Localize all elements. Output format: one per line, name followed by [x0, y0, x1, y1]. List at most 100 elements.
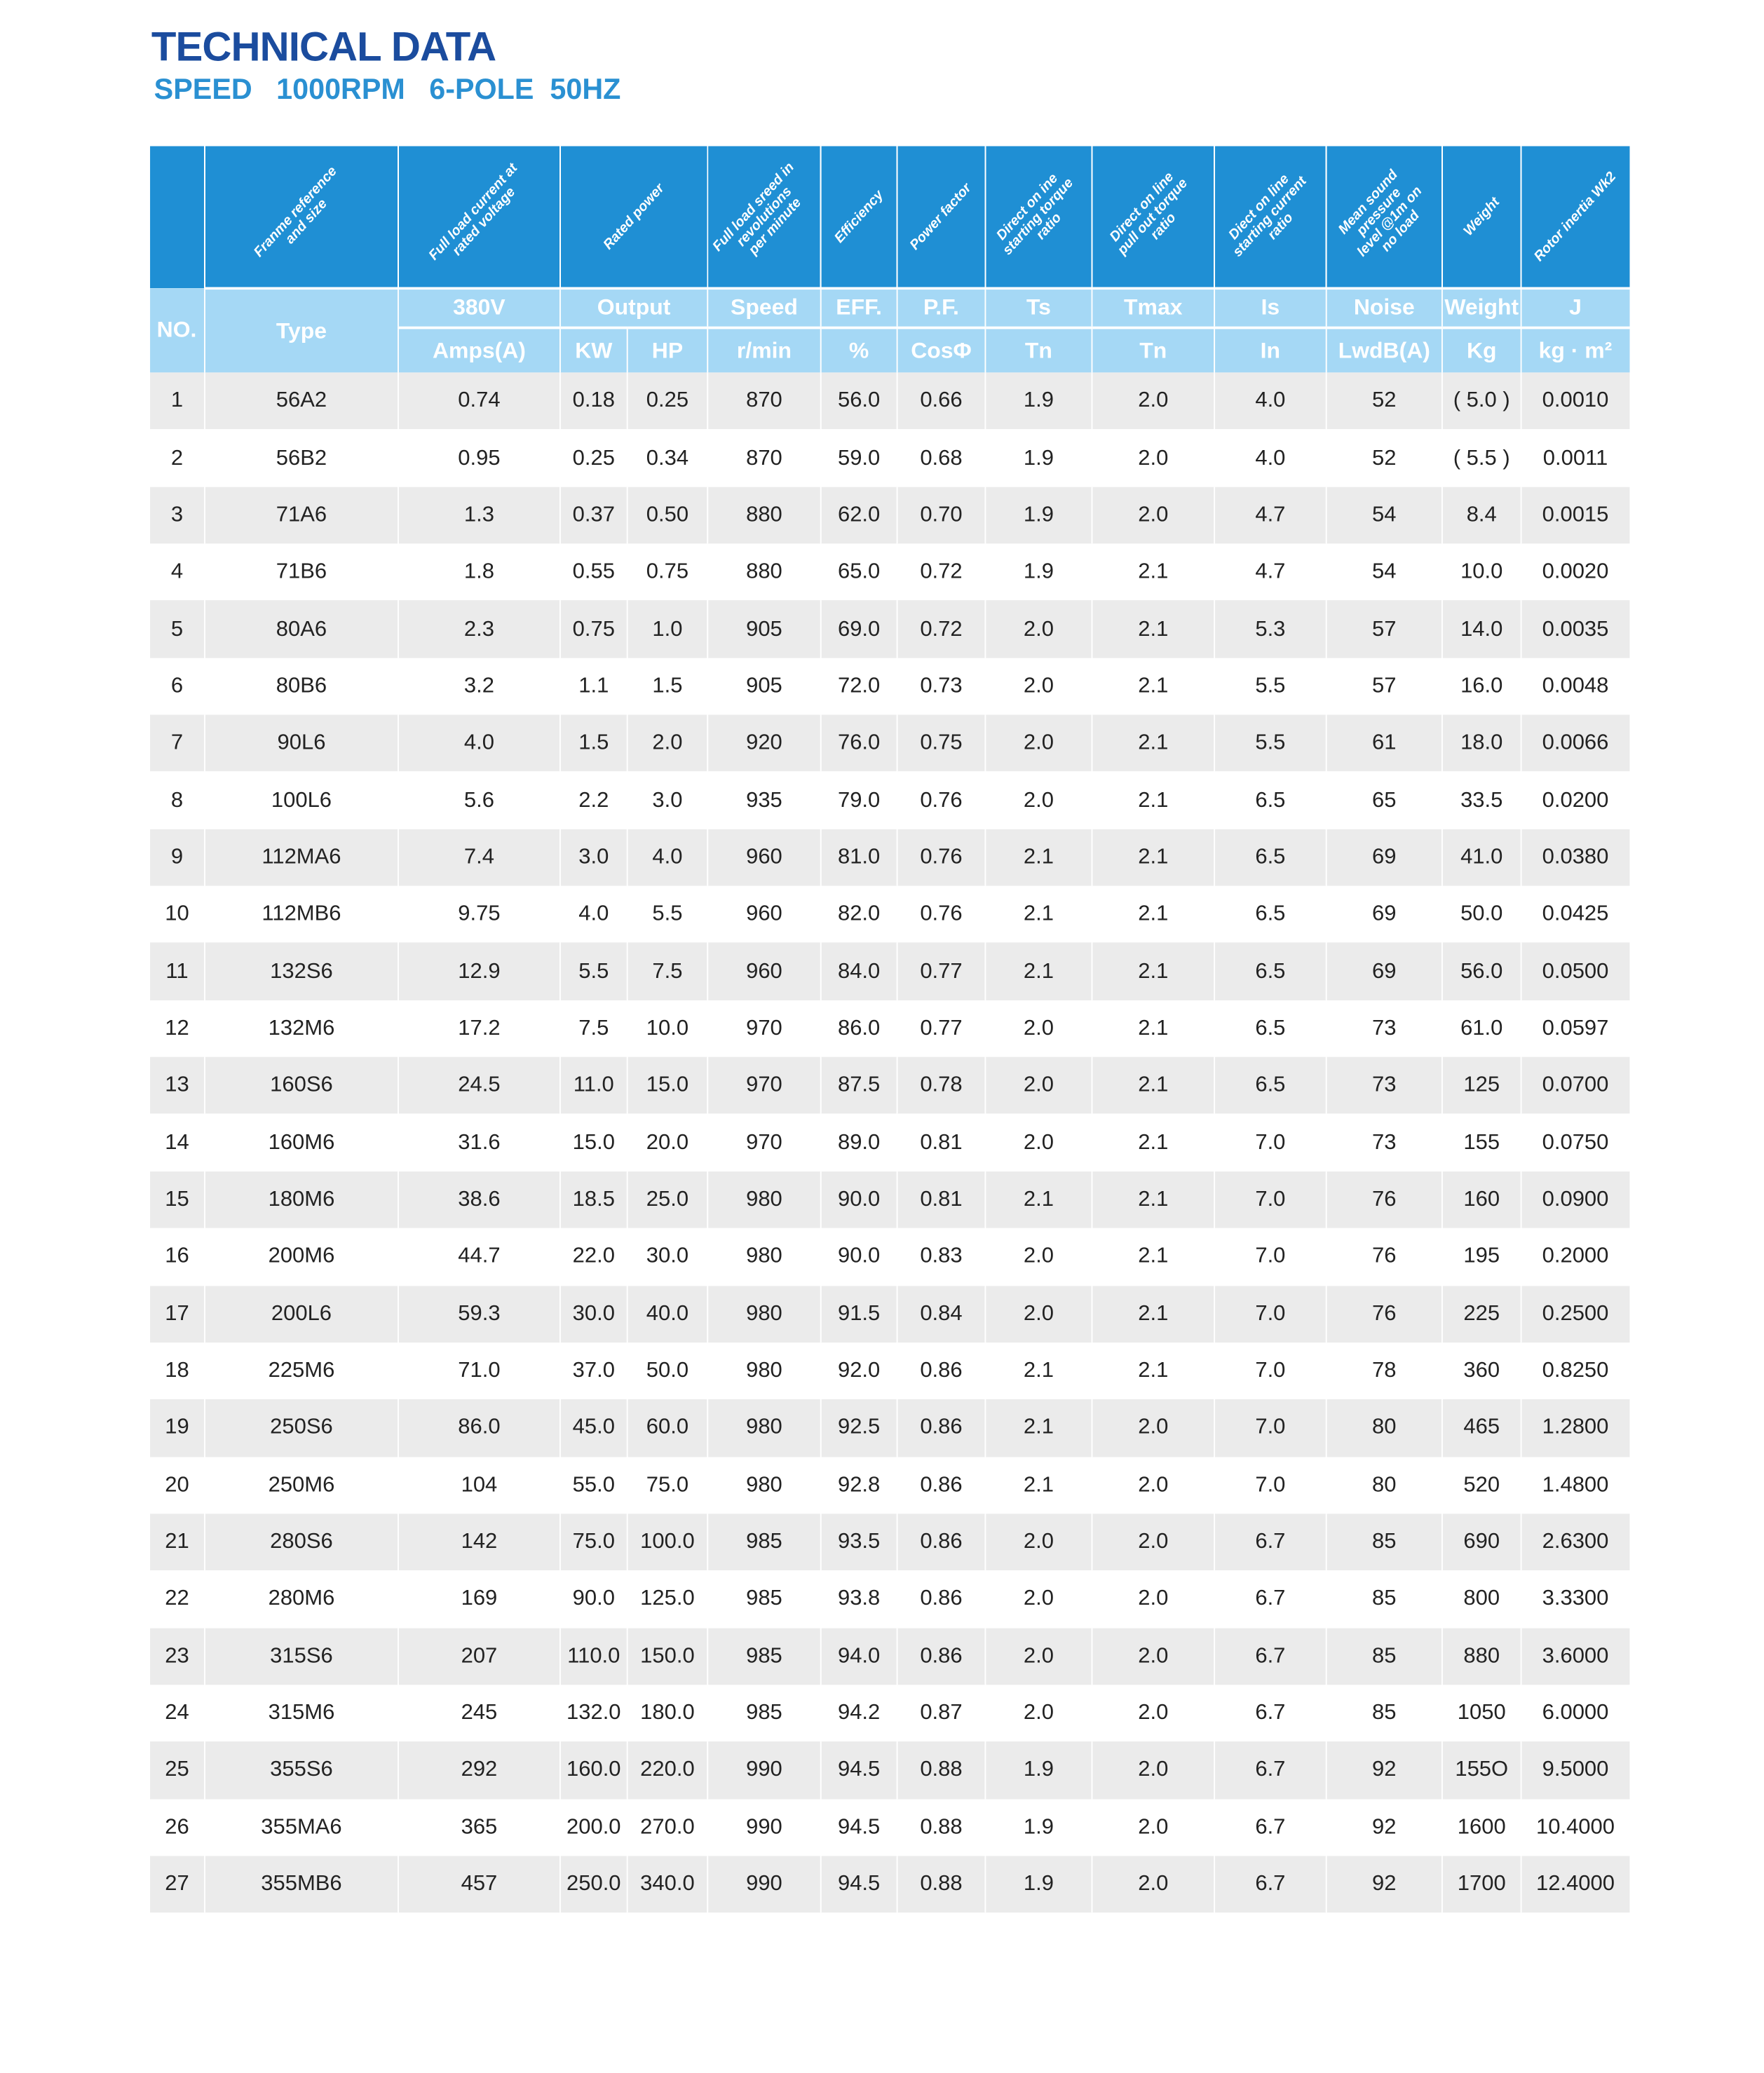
table-cell: 76	[1325, 1228, 1442, 1286]
table-cell: 250.0	[559, 1856, 627, 1913]
table-cell: 870	[707, 372, 821, 430]
table-cell: 4	[149, 543, 205, 601]
table-cell: 0.0011	[1520, 429, 1629, 487]
table-cell: 45.0	[559, 1399, 627, 1457]
table-cell: 980	[707, 1285, 821, 1343]
table-cell: 100.0	[626, 1514, 708, 1571]
table-cell: 6.5	[1214, 1000, 1327, 1057]
table-row: 23 315S6 207 110.0 150.0 985 94.0 0.86 2.0 2.0 6.7…	[149, 1627, 1629, 1685]
table-cell: 0.81	[896, 1171, 986, 1229]
table-cell: 7.4	[398, 829, 560, 886]
table-cell: 3.6000	[1520, 1627, 1629, 1685]
table-cell: 4.0	[1214, 372, 1327, 430]
table-cell: 980	[707, 1171, 821, 1229]
table-cell: 4.0	[559, 885, 627, 944]
table-cell: 11.0	[559, 1056, 627, 1115]
table-cell: 2.0	[1091, 1798, 1215, 1856]
table-cell: 37.0	[559, 1342, 627, 1400]
table-cell: 315S6	[204, 1627, 398, 1685]
table-cell: 2.3	[398, 600, 560, 658]
table-cell: 19	[149, 1399, 205, 1457]
table-row: 18 225M6 71.0 37.0 50.0 980 92.0 0.86 2.1 2.1 7.0 7…	[149, 1342, 1629, 1400]
table-cell: 0.0015	[1520, 487, 1629, 544]
table-row: 7 90L6 4.0 1.5 2.0 920 76.0 0.75 2.0 2.1 5.5 61 18.0…	[149, 714, 1629, 773]
table-cell: 80A6	[204, 600, 398, 658]
table-cell: 100L6	[204, 772, 398, 829]
table-cell: 0.2500	[1520, 1285, 1629, 1343]
table-cell: 5	[149, 600, 205, 658]
table-cell: 2.0	[1091, 1627, 1215, 1685]
header-desc-10: Mean sound pressure level @1m on no load	[1325, 146, 1442, 289]
table-cell: 270.0	[626, 1798, 708, 1856]
table-cell: 24.5	[398, 1056, 560, 1115]
table-cell: 0.88	[896, 1798, 986, 1856]
table-cell: 76.0	[820, 714, 897, 773]
table-cell: 5.5	[559, 943, 627, 1000]
table-cell: 93.8	[820, 1570, 897, 1628]
table-cell: 1.9	[984, 372, 1092, 430]
table-cell: 94.5	[820, 1856, 897, 1913]
table-cell: 6.5	[1214, 1056, 1327, 1115]
table-cell: 2.0	[984, 772, 1092, 829]
table-cell: 0.68	[896, 429, 986, 487]
table-cell: 160M6	[204, 1114, 398, 1171]
header-desc-8: Direct on line pull out torque ratio	[1091, 146, 1215, 289]
header-symbol-row: NO. Type 380V Output Speed EFF. P.F. Ts Tmax Is…	[149, 287, 1629, 373]
table-cell: 880	[1441, 1627, 1521, 1685]
table-cell: 6.5	[1214, 943, 1327, 1000]
page-title: TECHNICAL DATA	[151, 23, 496, 70]
table-cell: 14.0	[1441, 600, 1521, 658]
table-cell: 10	[149, 885, 205, 944]
table-cell: 69.0	[820, 600, 897, 658]
table-cell: 0.0035	[1520, 600, 1629, 658]
table-cell: 2.0	[626, 714, 708, 773]
table-cell: 1.5	[626, 658, 708, 715]
table-cell: 280M6	[204, 1570, 398, 1628]
table-cell: 22.0	[559, 1228, 627, 1286]
header-desc-text: Franme reference and size	[250, 163, 341, 260]
header-desc-5: Efficiency	[820, 146, 897, 289]
table-cell: 6.5	[1214, 829, 1327, 886]
table-cell: 57	[1325, 658, 1442, 715]
table-cell: 4.0	[1214, 429, 1327, 487]
table-cell: 91.5	[820, 1285, 897, 1343]
header-unit-3: r/min	[707, 326, 821, 373]
table-cell: 72.0	[820, 658, 897, 715]
table-cell: 200.0	[559, 1798, 627, 1856]
table-cell: 2.1	[1091, 714, 1215, 773]
table-cell: 4.7	[1214, 543, 1327, 601]
table-cell: 0.0200	[1520, 772, 1629, 829]
table-row: 3 71A6 1.3 0.37 0.50 880 62.0 0.70 1.9 2.0 4.7 54 8.…	[149, 487, 1629, 544]
table-cell: 89.0	[820, 1114, 897, 1171]
table-cell: 2.0	[984, 1627, 1092, 1685]
table-cell: 2.0	[984, 1685, 1092, 1742]
table-cell: 1.4800	[1520, 1456, 1629, 1514]
table-cell: 76	[1325, 1171, 1442, 1229]
table-cell: 985	[707, 1685, 821, 1742]
table-cell: 71A6	[204, 487, 398, 544]
table-cell: 0.66	[896, 372, 986, 430]
table-cell: 2.0	[984, 1514, 1092, 1571]
header-unit-4: %	[820, 326, 897, 373]
table-cell: 935	[707, 772, 821, 829]
table-cell: 0.0500	[1520, 943, 1629, 1000]
table-cell: 2.1	[1091, 1228, 1215, 1286]
table-cell: 2.0	[1091, 1856, 1215, 1913]
table-cell: 132.0	[559, 1685, 627, 1742]
table-cell: 207	[398, 1627, 560, 1685]
table-cell: 75.0	[559, 1514, 627, 1571]
table-cell: 155O	[1441, 1741, 1521, 1799]
table-cell: 2.1	[1091, 943, 1215, 1000]
table-cell: 7	[149, 714, 205, 773]
table-cell: 355MA6	[204, 1798, 398, 1856]
header-desc-text: Efficiency	[831, 186, 886, 246]
table-cell: 200M6	[204, 1228, 398, 1286]
table-cell: 0.88	[896, 1741, 986, 1799]
table-cell: 2.1	[984, 1456, 1092, 1514]
table-cell: 12.4000	[1520, 1856, 1629, 1913]
table-cell: 0.0597	[1520, 1000, 1629, 1057]
table-cell: 0.72	[896, 543, 986, 601]
table-cell: 6.5	[1214, 772, 1327, 829]
table-cell: 985	[707, 1570, 821, 1628]
table-cell: 160	[1441, 1171, 1521, 1229]
